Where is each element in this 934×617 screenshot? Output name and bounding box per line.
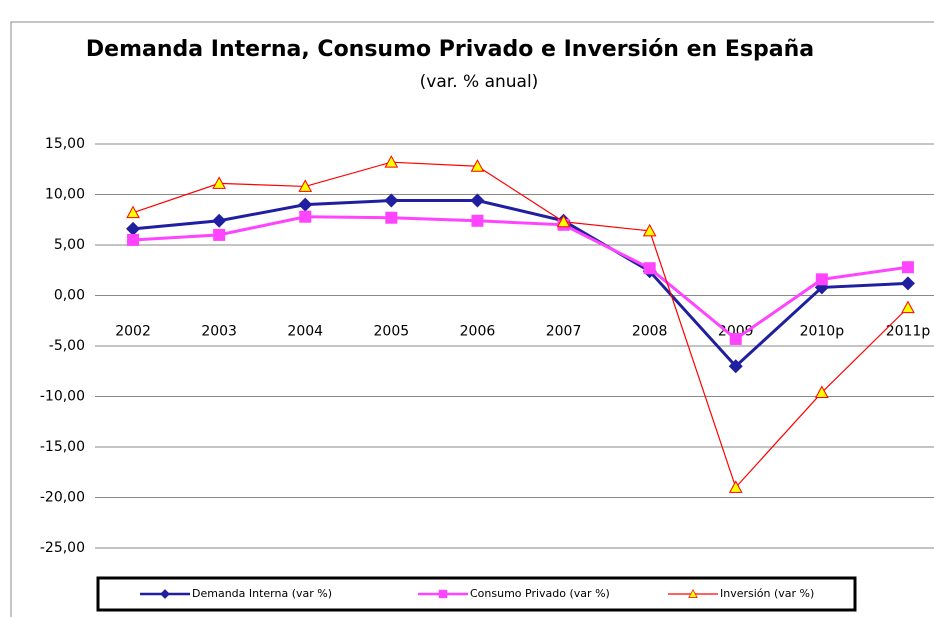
x-tick-label: 2007 xyxy=(546,324,582,340)
series-line xyxy=(132,215,909,341)
chart-subtitle: (var. % anual) xyxy=(420,72,539,92)
data-point xyxy=(298,179,313,192)
y-tick-label: -10,00 xyxy=(40,389,85,405)
data-point xyxy=(728,480,743,493)
x-tick-label: 2010p xyxy=(800,324,845,340)
data-point xyxy=(471,214,484,227)
data-point xyxy=(298,197,313,212)
y-tick-label: -25,00 xyxy=(40,540,85,556)
series-line xyxy=(132,199,909,369)
data-point xyxy=(642,223,657,237)
data-point xyxy=(901,261,914,274)
x-tick-label: 2003 xyxy=(201,324,237,340)
legend-label: Consumo Privado (var %) xyxy=(470,587,610,600)
data-point xyxy=(900,276,915,291)
legend-box xyxy=(96,576,857,612)
data-point xyxy=(212,176,226,189)
y-tick-label: 10,00 xyxy=(45,187,85,203)
data-point xyxy=(299,210,312,223)
chart-border xyxy=(10,21,934,617)
legend-label: Demanda Interna (var %) xyxy=(192,587,332,600)
data-point xyxy=(729,332,742,345)
data-point xyxy=(901,300,915,314)
x-tick-label: 2004 xyxy=(287,324,323,340)
data-point xyxy=(126,205,140,219)
x-tick-label: 2002 xyxy=(115,324,151,340)
x-tick-label: 2006 xyxy=(460,324,496,340)
data-point xyxy=(213,228,226,241)
legend-marker xyxy=(438,589,448,599)
y-tick-label: -20,00 xyxy=(40,490,85,506)
data-point xyxy=(384,193,399,208)
data-point xyxy=(643,262,656,275)
series-line xyxy=(132,161,909,489)
chart-title: Demanda Interna, Consumo Privado e Inver… xyxy=(86,37,814,62)
data-point xyxy=(212,213,227,228)
x-tick-label: 2011p xyxy=(886,324,931,340)
y-tick-label: -15,00 xyxy=(40,439,85,455)
y-tick-label: 15,00 xyxy=(45,136,85,152)
data-point xyxy=(728,359,743,374)
data-point xyxy=(556,214,571,228)
data-point xyxy=(127,233,140,246)
data-point xyxy=(384,155,399,168)
data-point xyxy=(470,159,485,172)
y-tick-label: 5,00 xyxy=(54,237,85,253)
data-point xyxy=(385,211,398,224)
x-tick-label: 2005 xyxy=(374,324,410,340)
legend-marker xyxy=(688,589,698,598)
data-point xyxy=(470,193,485,208)
legend-label: Inversión (var %) xyxy=(720,587,814,600)
legend-marker xyxy=(160,589,170,599)
data-point xyxy=(126,221,141,236)
y-tick-label: -5,00 xyxy=(49,338,85,354)
x-tick-label: 2008 xyxy=(632,324,668,340)
y-tick-label: 0,00 xyxy=(54,288,85,304)
x-tick-label: 2009 xyxy=(718,324,754,340)
data-point xyxy=(815,273,828,286)
data-point xyxy=(815,385,829,398)
